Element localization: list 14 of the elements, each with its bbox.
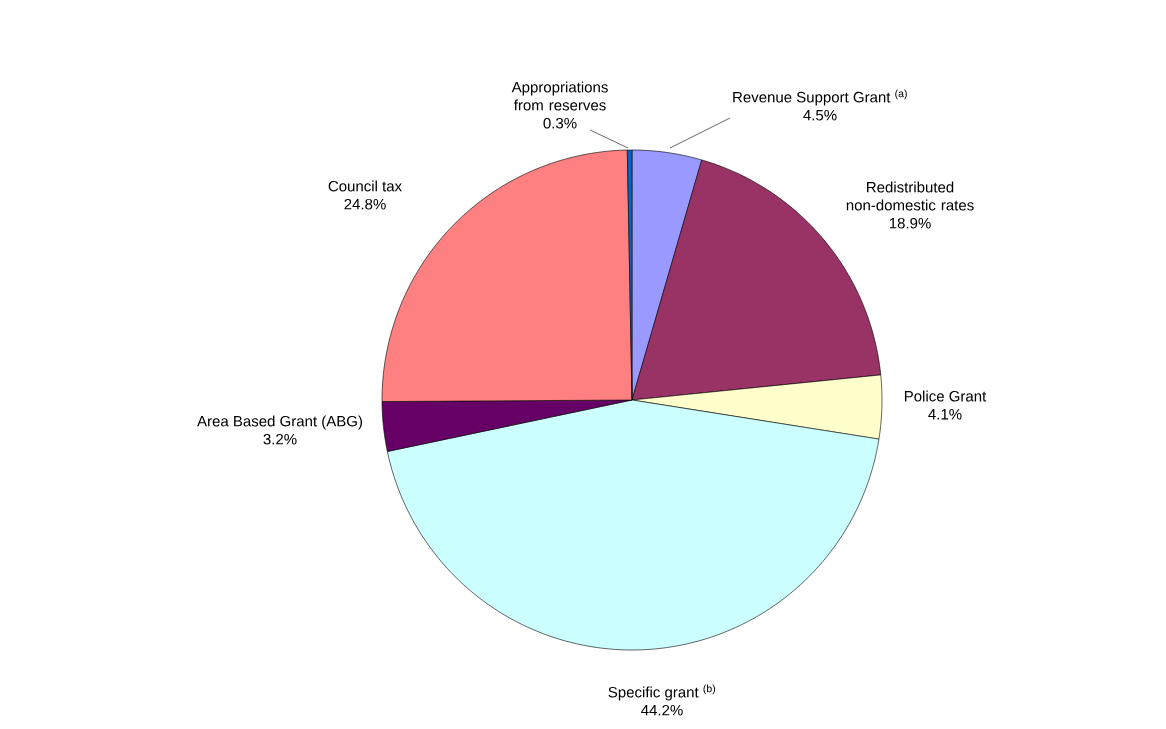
data-label: 24.8% — [344, 198, 386, 210]
data-label: 18.9% — [889, 217, 931, 229]
data-label: 4.5% — [803, 109, 837, 121]
slice-label: Area Based Grant (ABG) — [197, 415, 363, 430]
data-label: 3.2% — [263, 433, 297, 445]
slice-label: Council tax — [328, 180, 402, 192]
slice-label: Redistributed non-domestic rates — [846, 181, 974, 211]
slice-label: Revenue Support Grant $^{(a)}$ — [733, 89, 907, 106]
slice-label: Police Grant — [904, 390, 987, 402]
data-label: 4.1% — [928, 408, 962, 420]
data-label: 44.2% — [641, 704, 683, 716]
slice-label: Specific grant $^{(b)}$ — [608, 684, 716, 701]
slice-label: Appropriations from reserves — [511, 81, 608, 111]
data-label: 0.3% — [543, 117, 577, 129]
